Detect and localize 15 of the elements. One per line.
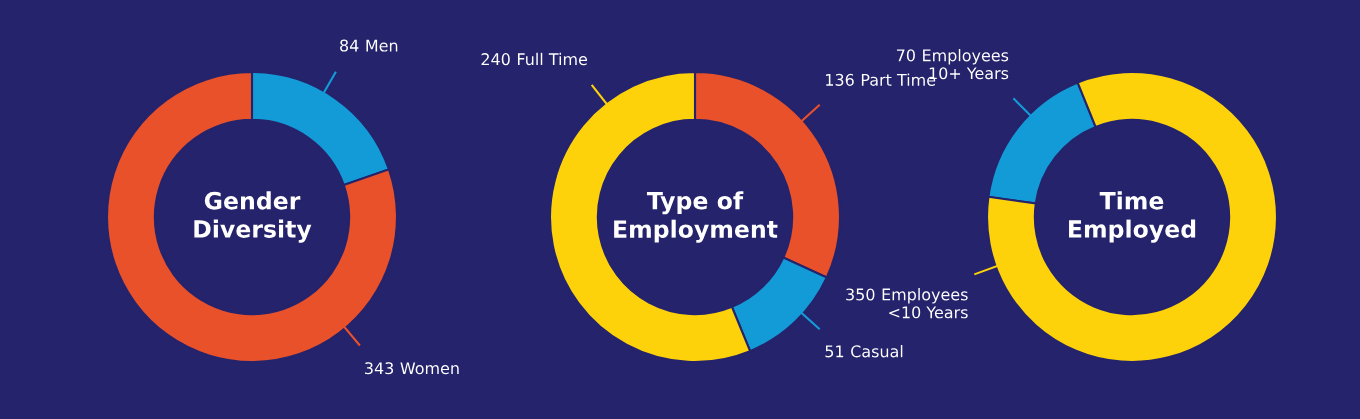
data-label: 350 bbox=[846, 288, 875, 301]
data-label: 240 bbox=[481, 53, 510, 66]
slice-label: Casual bbox=[851, 345, 903, 358]
data-label: 84 bbox=[340, 39, 359, 52]
data-label: 70 bbox=[896, 49, 915, 62]
slice-label: Full Time bbox=[517, 52, 588, 66]
data-label: 51 bbox=[825, 345, 844, 358]
slice-label: Women bbox=[400, 362, 459, 375]
text: Time Employed bbox=[1069, 191, 1196, 243]
slice-label: Men bbox=[366, 39, 398, 52]
slice-label: Employees <10 Years bbox=[882, 288, 968, 319]
text: Type of Employment bbox=[614, 191, 778, 243]
data-label: 136 bbox=[826, 73, 854, 86]
text: Gender Diversity bbox=[194, 191, 312, 243]
data-label: 343 bbox=[365, 362, 394, 375]
